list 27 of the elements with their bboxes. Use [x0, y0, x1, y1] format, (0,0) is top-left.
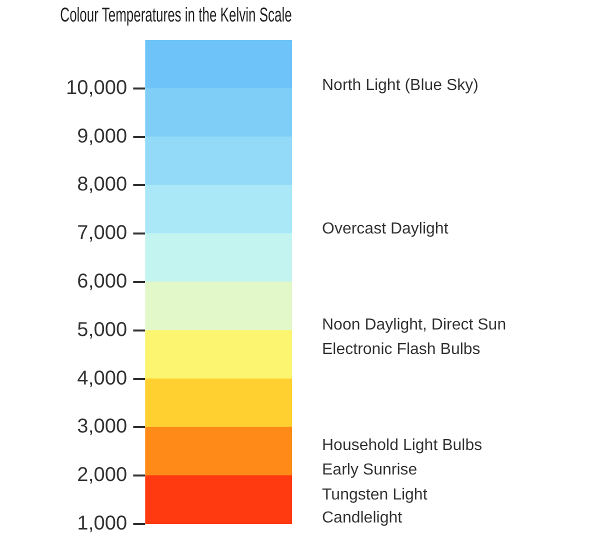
y-tick-label: 5,000	[77, 318, 128, 341]
bar	[145, 282, 292, 331]
bar	[145, 233, 292, 282]
bar	[145, 88, 292, 138]
text: Early Sunrise	[322, 462, 418, 479]
y-tick-label: 1,000	[77, 512, 128, 535]
text: Overcast Daylight	[322, 220, 449, 238]
y-tick-label: 7,000	[77, 222, 128, 244]
y-tick-label: 9,000	[77, 125, 128, 148]
chart-title: Colour Temperatures in the Kelvin Scale	[60, 4, 292, 26]
y-tick-label: 2,000	[77, 464, 128, 486]
text: Tungsten Light	[322, 486, 428, 504]
bar	[145, 136, 292, 186]
bar	[145, 330, 292, 380]
y-tick-label: 3,000	[77, 416, 128, 438]
text: North Light (Blue Sky)	[322, 76, 479, 94]
text: Electronic Flash Bulbs	[322, 341, 480, 358]
bar	[145, 184, 292, 234]
text: Noon Daylight, Direct Sun	[322, 316, 506, 334]
y-tick-label: 8,000	[77, 174, 128, 196]
bar	[145, 40, 292, 89]
y-tick-label: 6,000	[77, 270, 128, 293]
text: Candlelight	[322, 510, 403, 527]
y-tick-label: 10,000	[66, 76, 128, 99]
y-tick-label: 4,000	[77, 367, 128, 390]
bar	[145, 378, 292, 428]
text: Household Light Bulbs	[322, 437, 482, 454]
